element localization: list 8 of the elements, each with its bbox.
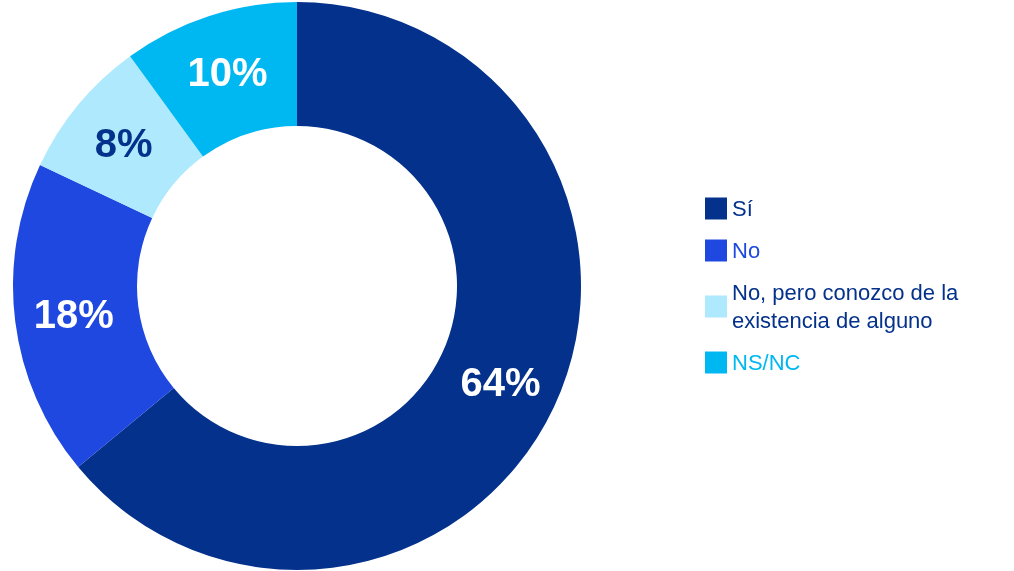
legend-label: No, pero conozco de la existencia de alguno xyxy=(732,280,965,333)
legend-label: NS/NC xyxy=(732,350,801,375)
data-label: 18% xyxy=(33,292,114,337)
data-label: 64% xyxy=(460,359,541,404)
data-label: 10% xyxy=(187,50,268,95)
data-label: 8% xyxy=(94,120,153,165)
legend-label: No xyxy=(732,238,761,263)
legend-label: Sí xyxy=(732,196,753,221)
